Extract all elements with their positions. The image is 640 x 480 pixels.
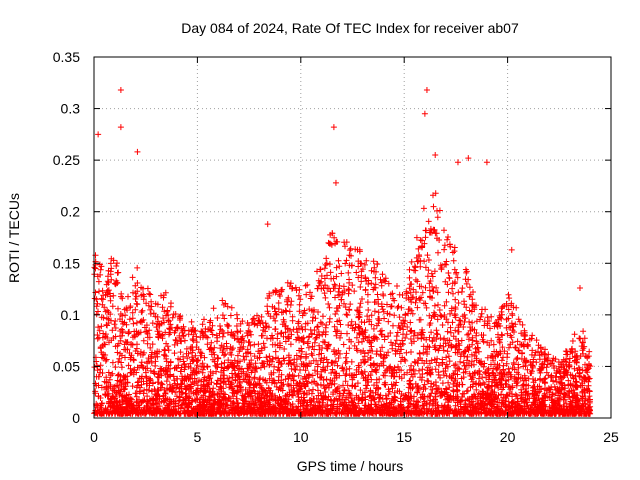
y-tick-label: 0.15 [53, 255, 80, 271]
outlier-point-7 [421, 110, 428, 117]
plot-frame [93, 56, 612, 419]
y-tick-label: 0.05 [53, 358, 80, 374]
x-tick-label: 0 [90, 429, 98, 445]
scatter-cloud [91, 190, 594, 417]
outlier-point-1 [117, 124, 124, 131]
x-tick-label: 25 [603, 429, 619, 445]
y-tick-label: 0.25 [53, 152, 80, 168]
outlier-point-8 [432, 151, 439, 158]
x-tick-label: 15 [396, 429, 412, 445]
y-tick-label: 0 [72, 410, 80, 426]
chart-title: Day 084 of 2024, Rate Of TEC Index for r… [181, 20, 519, 36]
outlier-point-3 [134, 148, 141, 155]
x-tick-label: 10 [293, 429, 309, 445]
x-tick-label: 20 [500, 429, 516, 445]
outlier-point-13 [508, 246, 515, 253]
outlier-point-6 [423, 87, 430, 94]
x-axis-label: GPS time / hours [297, 458, 404, 474]
outlier-point-2 [95, 131, 102, 138]
y-axis-ticks: 0 0.05 0.1 0.15 0.2 0.25 0.3 0.35 [53, 49, 611, 426]
y-axis-label: ROTI / TECUs [6, 193, 22, 283]
x-axis-ticks: 0 5 10 15 20 25 [90, 57, 619, 445]
y-tick-label: 0.2 [61, 204, 81, 220]
outlier-point-5 [332, 179, 339, 186]
outlier-point-10 [483, 159, 490, 166]
y-tick-label: 0.1 [61, 307, 81, 323]
outlier-point-9 [454, 159, 461, 166]
data-points [91, 87, 594, 417]
outlier-point-11 [465, 155, 472, 162]
x-tick-label: 5 [194, 429, 202, 445]
outlier-point-14 [576, 285, 583, 292]
y-tick-label: 0.3 [61, 101, 81, 117]
outlier-point-4 [330, 124, 337, 131]
y-tick-label: 0.35 [53, 49, 80, 65]
outlier-point-0 [117, 87, 124, 94]
outlier-point-12 [264, 221, 271, 228]
